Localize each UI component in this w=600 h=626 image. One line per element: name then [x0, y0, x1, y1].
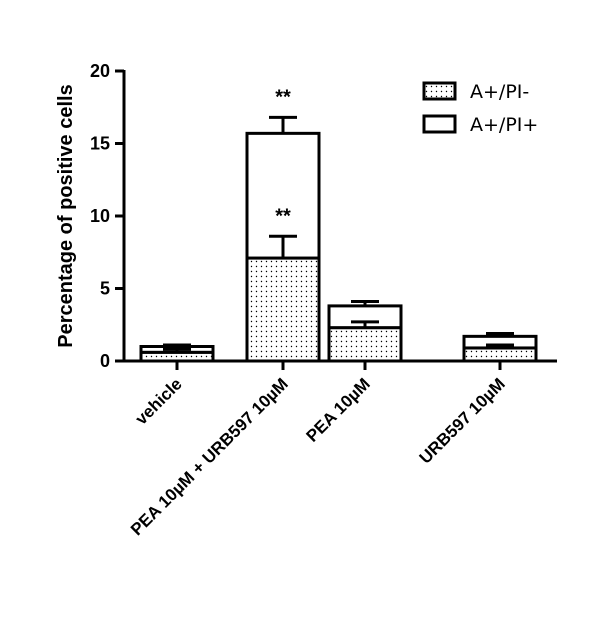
- significance-marker: **: [275, 86, 291, 108]
- bars: [139, 115, 538, 363]
- significance-marker: **: [275, 205, 291, 227]
- y-tick-label: 15: [90, 134, 110, 154]
- y-tick-label: 0: [100, 351, 110, 371]
- legend-swatch: [422, 81, 457, 101]
- bar-a-pi--3: [462, 346, 538, 363]
- legend: A+/PI- A+/PI+: [422, 81, 538, 136]
- category-label: PEA 10µM: [302, 374, 373, 445]
- y-axis-title: Percentage of positive cells: [55, 84, 77, 347]
- category-label: URB597 10µM: [416, 374, 509, 467]
- category-label: vehicle: [132, 374, 186, 428]
- legend-label: A+/PI-: [470, 81, 529, 103]
- bar-a-pi--1: [245, 256, 321, 363]
- legend-swatch: [422, 114, 457, 134]
- axes: 0 5 10 15 20: [90, 61, 557, 371]
- bar-a-pi--2: [327, 326, 403, 363]
- y-tick-label: 5: [100, 279, 110, 299]
- annotations: ** **: [275, 86, 291, 227]
- y-tick-label: 10: [90, 206, 110, 226]
- legend-label: A+/PI+: [470, 114, 538, 136]
- y-tick-label: 20: [90, 61, 110, 81]
